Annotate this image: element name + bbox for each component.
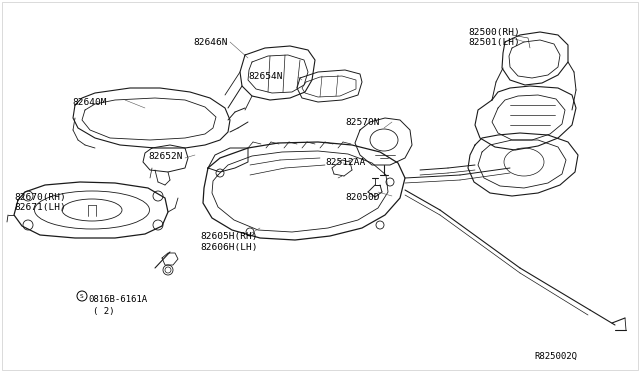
Text: 82606H(LH): 82606H(LH) <box>200 243 257 252</box>
Text: 82050D: 82050D <box>345 193 380 202</box>
Text: 82671(LH): 82671(LH) <box>14 203 66 212</box>
Text: R825002Q: R825002Q <box>534 352 577 361</box>
Text: 82646N: 82646N <box>193 38 227 47</box>
Text: 82670(RH): 82670(RH) <box>14 193 66 202</box>
Text: 82652N: 82652N <box>148 152 182 161</box>
Text: 82640M: 82640M <box>72 98 106 107</box>
Text: 82605H(RH): 82605H(RH) <box>200 232 257 241</box>
Text: S: S <box>80 294 84 298</box>
Text: 0816B-6161A: 0816B-6161A <box>88 295 147 304</box>
Text: ( 2): ( 2) <box>93 307 115 316</box>
Text: 82570N: 82570N <box>345 118 380 127</box>
Text: 82500(RH): 82500(RH) <box>468 28 520 37</box>
Text: 82501(LH): 82501(LH) <box>468 38 520 47</box>
Text: 82512AA: 82512AA <box>325 158 365 167</box>
Text: 82654N: 82654N <box>248 72 282 81</box>
